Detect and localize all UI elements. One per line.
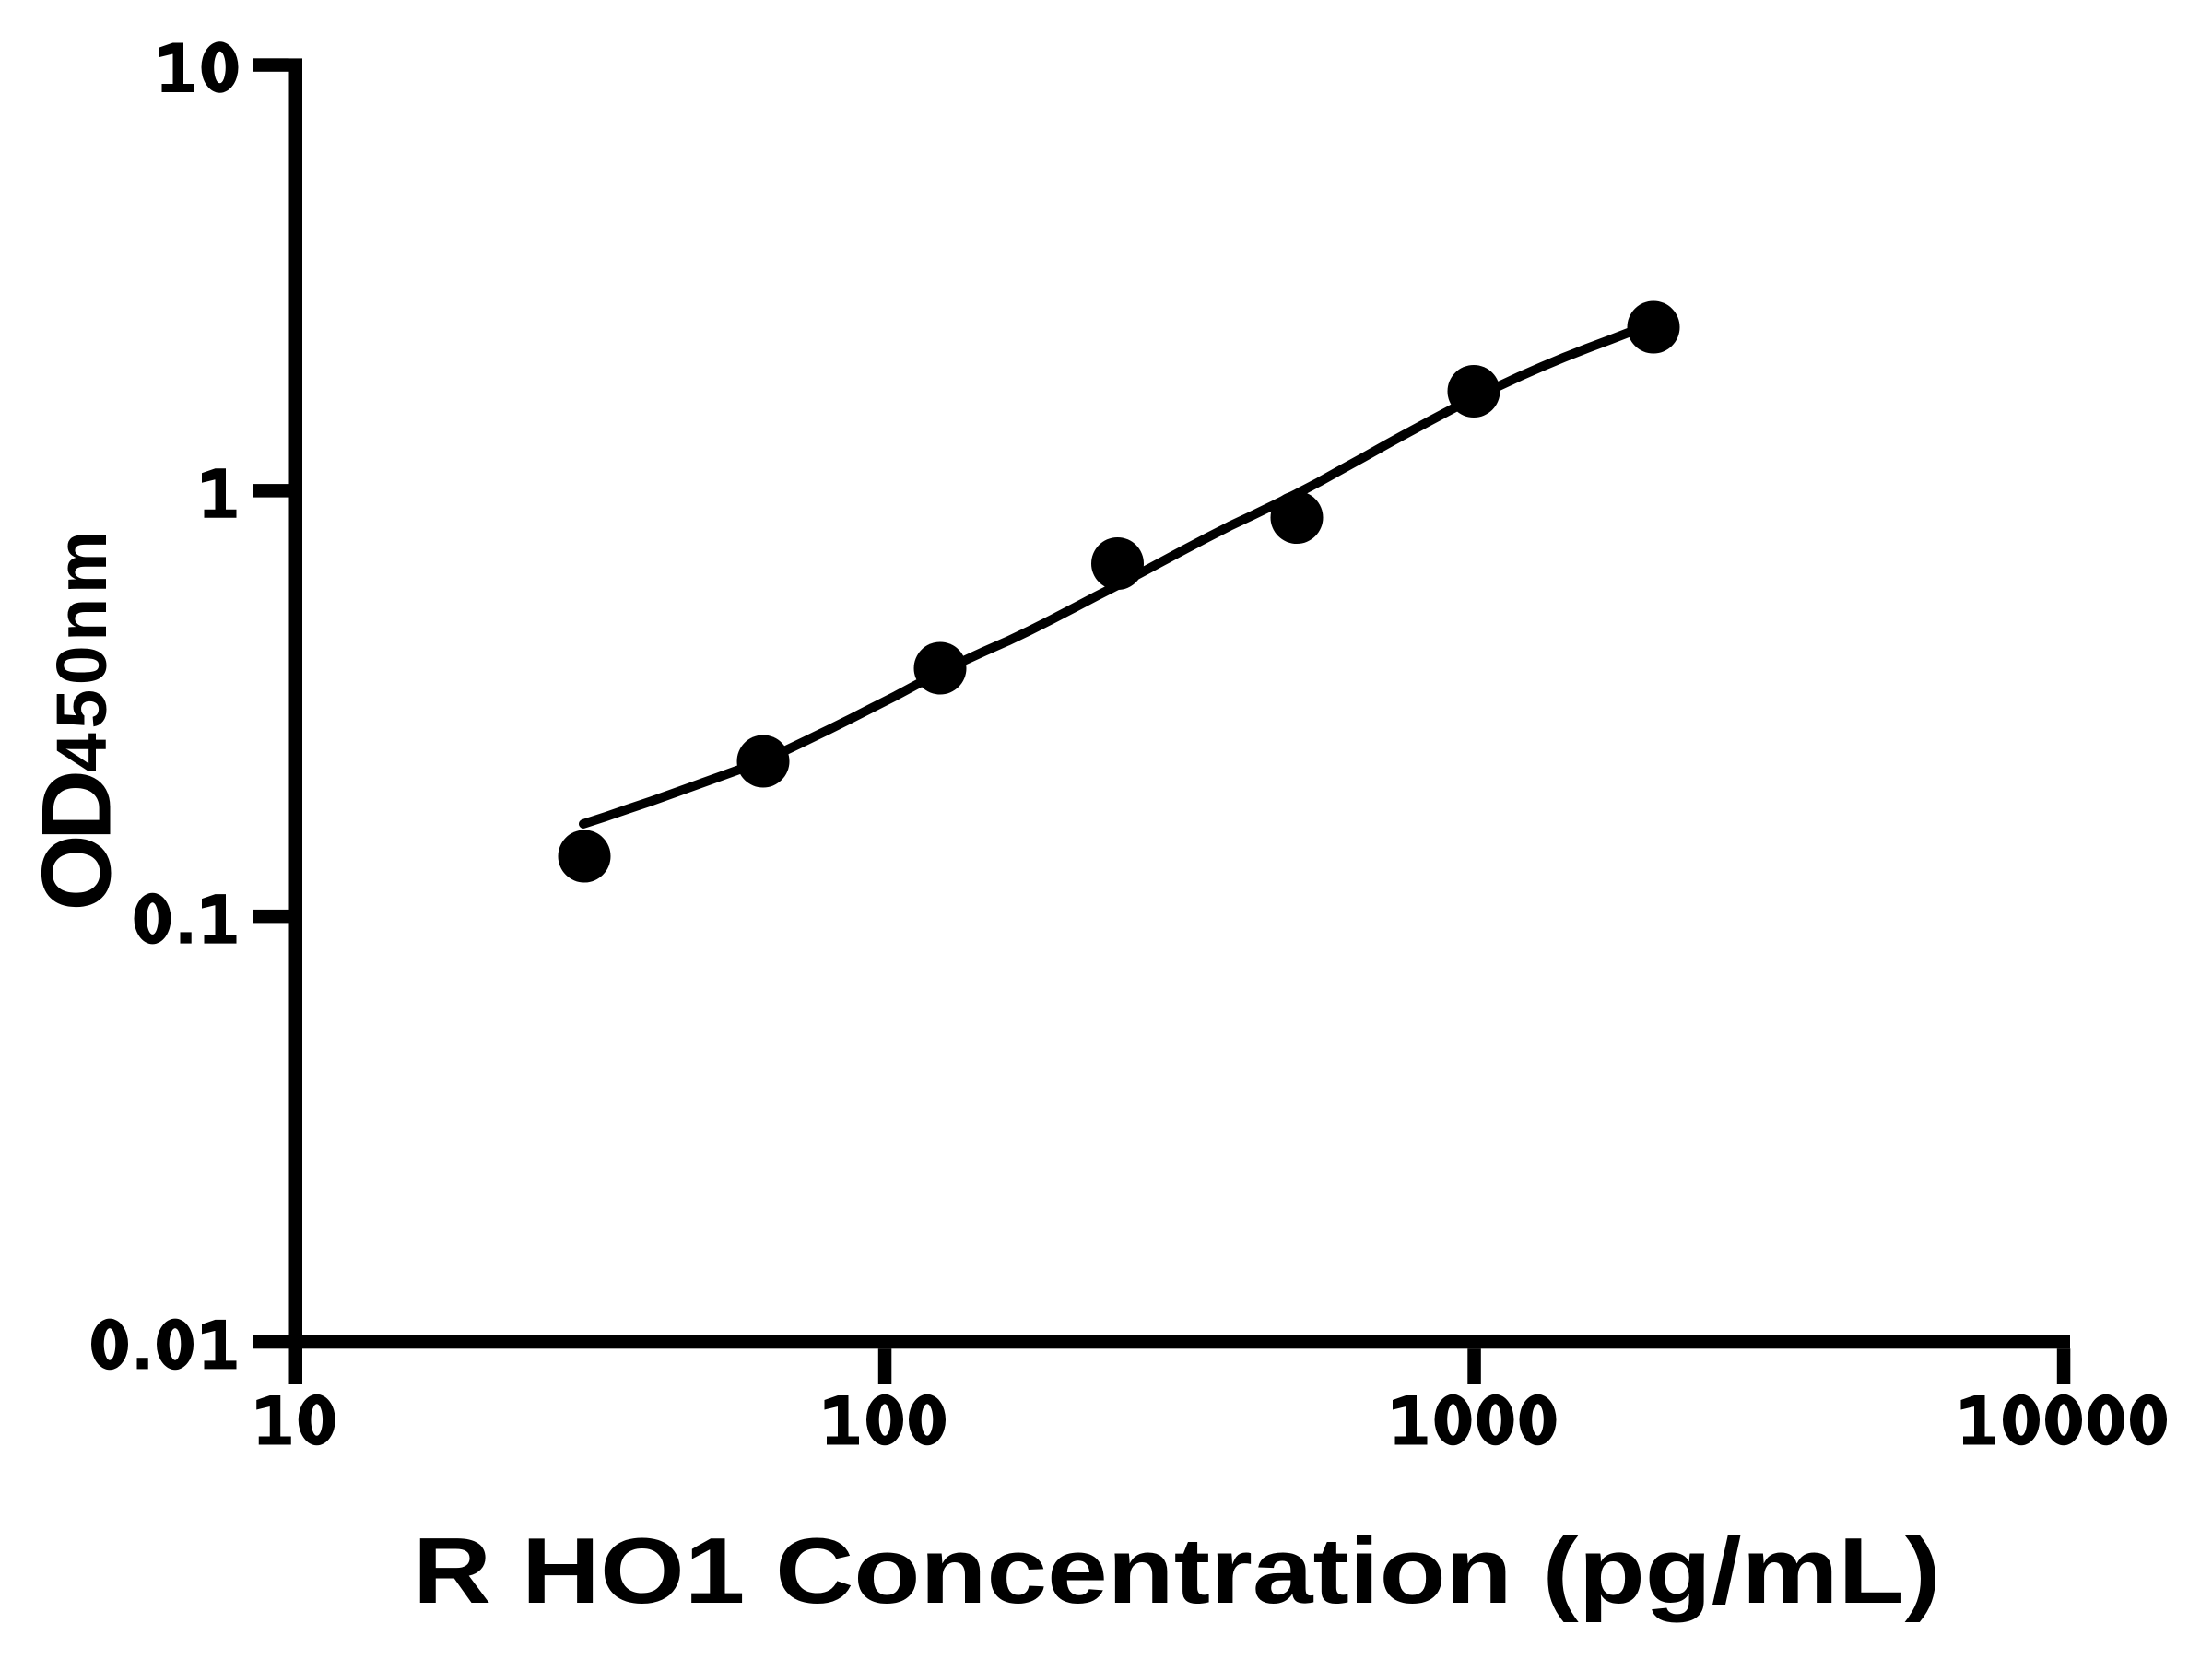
svg-text:OD: OD: [21, 773, 132, 911]
svg-text:R HO1 Concentration (pg/mL): R HO1 Concentration (pg/mL): [413, 1519, 1941, 1623]
svg-text:450nm: 450nm: [42, 526, 122, 772]
